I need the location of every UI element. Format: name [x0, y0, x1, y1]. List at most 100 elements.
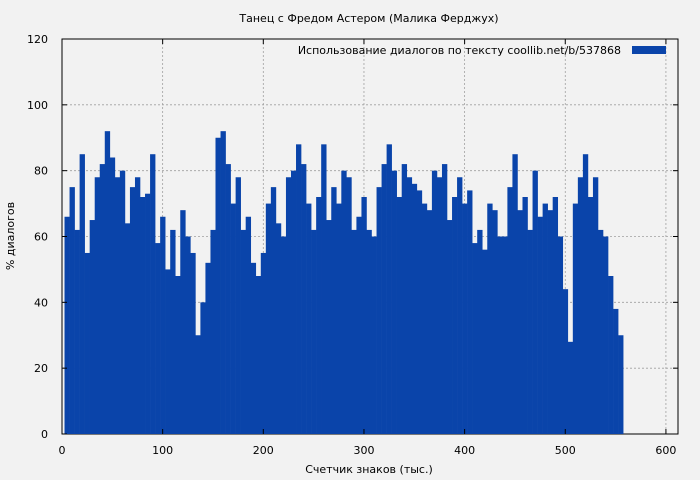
bar	[452, 197, 458, 434]
bar	[129, 187, 136, 434]
bar	[316, 197, 322, 434]
bar	[542, 203, 548, 434]
bar	[527, 229, 533, 434]
bar	[381, 164, 387, 435]
bar	[275, 223, 282, 434]
bar	[84, 252, 90, 434]
bar	[205, 262, 211, 434]
y-tick-label: 80	[34, 165, 48, 178]
bar	[215, 137, 221, 434]
bar	[89, 220, 96, 434]
legend-label: Использование диалогов по тексту coollib…	[298, 44, 621, 57]
bar	[99, 164, 106, 435]
ticks: 0 20 40 60 80 100 120 0 100 200 300 400 500 600	[27, 33, 678, 457]
bar	[512, 154, 518, 435]
bar	[467, 190, 473, 434]
bar	[235, 177, 241, 434]
bar	[255, 276, 262, 434]
bar	[547, 210, 553, 434]
bar	[296, 144, 302, 435]
bar	[134, 177, 141, 434]
bar	[74, 229, 80, 434]
y-tick-label: 100	[27, 99, 48, 112]
y-axis-label: % диалогов	[4, 202, 17, 270]
bar	[250, 262, 257, 434]
bar	[240, 229, 246, 434]
bar	[457, 177, 463, 434]
bar	[562, 289, 569, 434]
y-tick-label: 0	[41, 428, 48, 441]
bar	[346, 177, 352, 434]
bar	[341, 170, 347, 434]
bar	[140, 197, 146, 434]
bar	[311, 229, 317, 434]
legend-swatch	[632, 46, 666, 54]
bar	[104, 131, 111, 434]
x-tick-label: 100	[152, 444, 173, 457]
bar	[185, 236, 191, 434]
bar	[175, 276, 181, 434]
bar	[145, 193, 151, 434]
bar	[245, 216, 252, 434]
x-tick-label: 500	[555, 444, 576, 457]
x-axis-label: Счетчик знаков (тыс.)	[305, 463, 433, 476]
bar	[401, 164, 408, 435]
y-tick-label: 60	[34, 231, 48, 244]
bar	[557, 236, 564, 434]
bar	[396, 197, 403, 434]
bar	[416, 190, 423, 434]
bar	[572, 203, 579, 434]
bar	[331, 187, 337, 434]
bar	[351, 229, 357, 434]
bar	[190, 252, 196, 434]
bar	[306, 203, 312, 434]
bar	[441, 164, 448, 435]
bar	[79, 154, 85, 435]
bar	[507, 187, 513, 434]
bar	[497, 236, 503, 434]
bar	[426, 210, 433, 434]
bar	[577, 177, 584, 434]
bar	[462, 203, 468, 434]
bar	[411, 183, 418, 434]
bar	[366, 229, 372, 434]
bar	[155, 243, 161, 434]
bars	[64, 131, 624, 435]
bar	[371, 236, 377, 434]
bar	[472, 243, 478, 434]
y-tick-label: 20	[34, 362, 48, 375]
bar	[532, 170, 538, 434]
bar	[517, 210, 523, 434]
bar	[587, 197, 594, 434]
bar	[64, 216, 70, 434]
bar	[603, 236, 609, 434]
chart-title: Танец с Фредом Астером (Малика Ферджух)	[238, 12, 498, 25]
bar	[421, 203, 428, 434]
bar	[210, 229, 216, 434]
bar	[280, 236, 287, 434]
bar	[180, 210, 186, 434]
x-tick-label: 400	[454, 444, 475, 457]
bar	[502, 236, 508, 434]
bar	[361, 197, 367, 434]
bar	[270, 187, 277, 434]
bar	[376, 187, 382, 434]
bar	[482, 249, 488, 434]
bar	[436, 177, 443, 434]
bar	[285, 177, 292, 434]
bar	[487, 203, 493, 434]
bar	[336, 203, 342, 434]
x-tick-label: 200	[253, 444, 274, 457]
bar	[114, 177, 121, 434]
bar	[492, 210, 498, 434]
bar	[582, 154, 589, 435]
bar	[618, 335, 624, 434]
bar	[321, 144, 327, 435]
bar	[230, 203, 236, 434]
bar	[165, 269, 171, 434]
bar	[170, 229, 176, 434]
y-tick-label: 120	[27, 33, 48, 46]
bar	[431, 170, 438, 434]
bar	[119, 170, 126, 434]
